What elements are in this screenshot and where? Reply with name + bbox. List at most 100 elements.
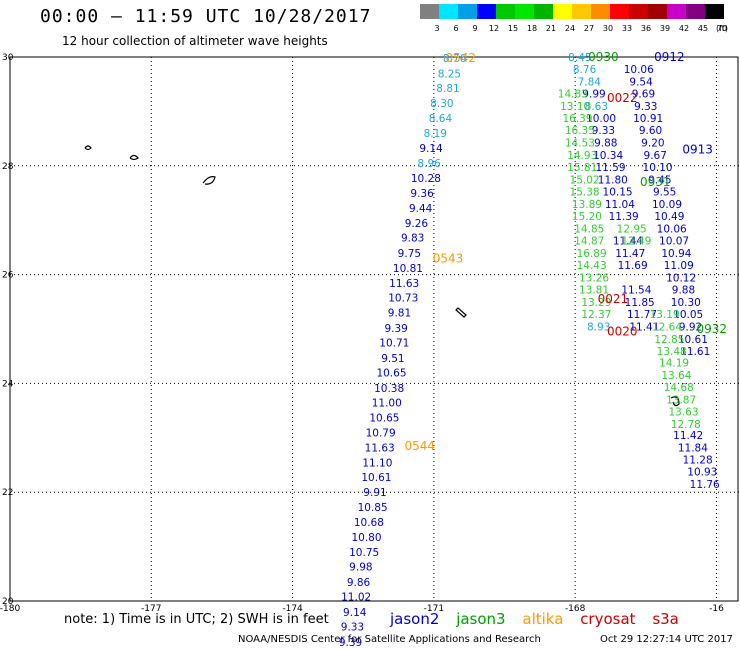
wave-height-reading: 9.36	[410, 188, 434, 200]
wave-height-reading: 9.75	[398, 248, 421, 260]
lon-tick-label: -177	[141, 604, 161, 614]
wave-height-reading: 11.00	[372, 397, 402, 409]
island-outlines	[84, 145, 680, 407]
wave-height-reading: 9.14	[343, 607, 367, 619]
colorbar-tick-label: 42	[679, 24, 689, 33]
wave-height-reading: 9.88	[594, 137, 617, 149]
colorbar-swatch	[610, 4, 629, 19]
wave-height-reading: 10.75	[349, 547, 379, 559]
wave-height-reading: 8.45	[568, 52, 591, 64]
lat-lon-grid	[10, 57, 740, 601]
pass-time-label: 0543	[433, 251, 464, 265]
wave-height-reading: 14.83	[558, 88, 588, 100]
colorbar-swatch	[705, 4, 724, 19]
wave-height-reading: 9.26	[405, 218, 429, 230]
wave-height-reading: 13.48	[657, 346, 687, 358]
colorbar-swatch	[458, 4, 477, 19]
wave-height-reading: 9.60	[639, 125, 662, 137]
wave-height-reading: 9.33	[341, 622, 364, 634]
wave-height-reading: 11.42	[673, 430, 703, 442]
colorbar-swatch	[667, 4, 686, 19]
satellite-legend: jason2 jason3 altika cryosat s3a	[390, 610, 691, 628]
axis-tick-labels: -180 -177 -174 -171 -168 -16 30 28 26 24 22 20	[0, 53, 724, 614]
legend-jason3: jason3	[456, 610, 506, 628]
wave-height-readings: 8.76 8.25 8.81 8.30 8.64 8.19 9.14 8.96 10.28 9.3…	[339, 52, 720, 649]
wave-height-reading: 9.55	[653, 186, 676, 198]
wave-height-reading: 10.61	[678, 334, 708, 346]
island-shape	[84, 145, 92, 151]
wave-height-reading: 13.64	[661, 370, 691, 382]
pass-time-label: 0542	[445, 51, 476, 65]
wave-height-reading: 10.30	[671, 297, 701, 309]
wave-height-reading: 10.05	[673, 309, 703, 321]
wave-height-reading: 11.09	[664, 260, 694, 272]
wave-height-reading: 8.96	[417, 158, 441, 170]
colorbar-tick-label: 33	[622, 24, 632, 33]
legend-cryosat: cryosat	[580, 610, 636, 628]
colorbar-swatch	[686, 4, 705, 19]
colorbar-unit: (ft)	[716, 24, 728, 33]
pass-time-label: 0544	[404, 439, 435, 453]
wave-height-reading: 11.04	[605, 199, 635, 211]
wave-height-reading: 11.28	[683, 455, 713, 467]
colorbar-tick-label: 15	[508, 24, 518, 33]
wave-height-reading: 12.78	[671, 419, 701, 431]
pass-time-label: 0913	[682, 142, 713, 156]
wave-height-reading: 10.07	[659, 235, 689, 247]
colorbar-tick-label: 12	[489, 24, 499, 33]
island-shape	[455, 307, 467, 318]
wave-height-reading: 9.99	[582, 88, 605, 100]
colorbar-tick-label: 21	[546, 24, 556, 33]
legend-altika: altika	[522, 610, 564, 628]
island-shape	[670, 396, 680, 407]
lon-tick-label: -168	[565, 604, 586, 614]
wave-height-reading: 14.53	[565, 137, 595, 149]
lat-tick-label: 26	[2, 271, 14, 281]
wave-height-reading: 10.65	[376, 368, 406, 380]
footer-credit-text: NOAA/NESDIS Center for Satellite Applica…	[238, 634, 541, 645]
wave-height-reading: 16.89	[577, 248, 607, 260]
wave-height-reading: 12.85	[654, 334, 684, 346]
map-frame	[9, 56, 739, 602]
wave-height-reading: 10.10	[643, 162, 673, 174]
wave-height-reading: 9.86	[347, 577, 371, 589]
wave-height-reading: 10.09	[652, 199, 682, 211]
wave-height-reading: 10.93	[687, 467, 717, 479]
wave-height-reading: 14.85	[574, 223, 604, 235]
wave-height-reading: 10.34	[593, 150, 623, 162]
colorbar-swatch	[572, 4, 591, 19]
wave-height-reading: 11.84	[678, 443, 708, 455]
wave-height-reading: 15.20	[572, 211, 602, 223]
wave-height-reading: 9.83	[401, 233, 424, 245]
wave-height-reading: 13.87	[666, 395, 696, 407]
wave-height-reading: 9.20	[641, 137, 664, 149]
wave-height-reading: 11.76	[690, 479, 720, 491]
colorbar-tick-label: 24	[565, 24, 575, 33]
wave-height-reading: 11.02	[341, 592, 371, 604]
wave-height-reading: 11.10	[362, 457, 392, 469]
wave-height-reading: 9.69	[632, 88, 655, 100]
wave-height-reading: 10.94	[661, 248, 691, 260]
wave-height-reading: 13.19	[650, 309, 680, 321]
lat-tick-label: 30	[2, 53, 14, 63]
lat-tick-label: 22	[2, 488, 13, 498]
wave-height-reading: 9.44	[409, 203, 433, 215]
wave-height-reading: 13.89	[572, 199, 602, 211]
wave-height-reading: 11.39	[609, 211, 639, 223]
colorbar-tick-label: 18	[527, 24, 537, 33]
pass-time-label: 0930	[588, 50, 619, 64]
wave-height-reading: 10.81	[393, 263, 423, 275]
colorbar-tick-label: 30	[603, 24, 613, 33]
wave-height-reading: 10.85	[358, 502, 388, 514]
footnote: note: 1) Time is in UTC; 2) SWH is in fe…	[64, 612, 329, 627]
wave-height-reading: 9.51	[381, 353, 404, 365]
footer-credit: NOAA/NESDIS Center for Satellite Applica…	[238, 634, 565, 645]
wave-height-reading: 13.10	[560, 101, 590, 113]
pass-time-label: 0020	[607, 325, 638, 339]
page-title: 00:00 – 11:59 UTC 10/28/2017	[40, 6, 372, 27]
colorbar-tick-label: 6	[453, 24, 458, 33]
colorbar-tick-label: 36	[641, 24, 651, 33]
lat-tick-label: 20	[2, 597, 14, 607]
pass-time-label: 0022	[607, 91, 638, 105]
island-shape	[129, 154, 139, 161]
